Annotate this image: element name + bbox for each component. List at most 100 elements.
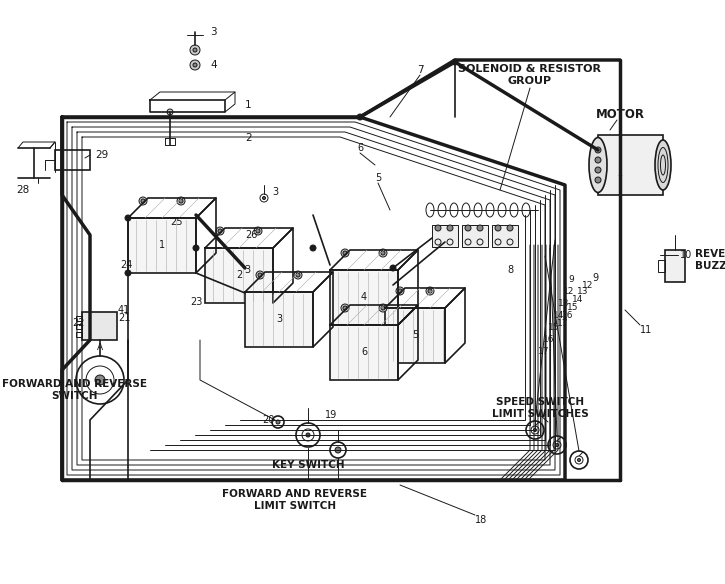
Circle shape — [578, 458, 581, 461]
Circle shape — [254, 227, 262, 235]
Text: 23: 23 — [190, 297, 202, 307]
Circle shape — [452, 59, 458, 65]
Circle shape — [177, 197, 185, 205]
Bar — [76, 332, 82, 337]
Circle shape — [276, 420, 280, 424]
Bar — [330, 325, 398, 380]
Ellipse shape — [589, 137, 607, 193]
Text: 5: 5 — [412, 330, 418, 340]
Text: A: A — [97, 343, 103, 353]
Text: 17: 17 — [538, 347, 550, 356]
Bar — [76, 324, 82, 329]
Text: 17: 17 — [557, 319, 568, 328]
Text: 14: 14 — [553, 311, 564, 321]
Text: 25: 25 — [170, 217, 183, 227]
Text: 13: 13 — [577, 287, 589, 297]
Text: 14: 14 — [572, 296, 584, 304]
Text: 5: 5 — [375, 173, 381, 183]
Circle shape — [595, 167, 601, 173]
Circle shape — [193, 245, 199, 251]
Circle shape — [296, 273, 300, 277]
Text: 3: 3 — [210, 27, 217, 37]
Text: 24: 24 — [120, 260, 133, 270]
Bar — [55, 150, 90, 170]
Text: 12: 12 — [563, 287, 574, 297]
Circle shape — [555, 443, 558, 447]
Circle shape — [595, 177, 601, 183]
Text: 10: 10 — [680, 250, 692, 260]
Circle shape — [534, 429, 536, 432]
Circle shape — [341, 249, 349, 257]
Text: 12: 12 — [582, 280, 593, 290]
Text: 9: 9 — [568, 276, 573, 284]
Text: 3: 3 — [244, 265, 250, 275]
Text: 22: 22 — [72, 318, 85, 328]
Circle shape — [167, 109, 173, 115]
Text: FORWARD AND REVERSE
LIMIT SWITCH: FORWARD AND REVERSE LIMIT SWITCH — [223, 489, 368, 511]
Circle shape — [495, 225, 501, 231]
Text: 3: 3 — [272, 187, 278, 197]
Circle shape — [262, 196, 265, 200]
Text: MOTOR: MOTOR — [595, 109, 645, 121]
Text: 26: 26 — [245, 230, 257, 240]
Text: 18: 18 — [475, 515, 487, 525]
Circle shape — [465, 225, 471, 231]
Text: 41: 41 — [118, 305, 130, 315]
Text: 28: 28 — [17, 185, 30, 195]
Bar — [658, 260, 665, 272]
Text: 11: 11 — [640, 325, 652, 335]
Text: 7: 7 — [417, 65, 423, 75]
Circle shape — [379, 304, 387, 312]
Text: 6: 6 — [361, 347, 367, 357]
Text: 16: 16 — [562, 311, 573, 321]
Bar — [385, 308, 445, 363]
Circle shape — [139, 197, 147, 205]
Circle shape — [477, 225, 483, 231]
Circle shape — [435, 225, 441, 231]
Text: KEY SWITCH: KEY SWITCH — [272, 460, 344, 470]
Circle shape — [216, 227, 224, 235]
Circle shape — [357, 114, 363, 120]
Circle shape — [190, 45, 200, 55]
Text: 29: 29 — [95, 150, 108, 160]
Bar — [82, 312, 117, 340]
Circle shape — [396, 287, 404, 295]
Circle shape — [507, 225, 513, 231]
Bar — [462, 225, 488, 247]
Bar — [598, 135, 663, 195]
Text: 2: 2 — [245, 133, 252, 143]
Circle shape — [190, 60, 200, 70]
Circle shape — [343, 251, 347, 255]
Text: 8: 8 — [507, 265, 513, 275]
Text: 1: 1 — [159, 240, 165, 250]
Circle shape — [141, 199, 145, 203]
Circle shape — [193, 48, 197, 52]
Text: 13: 13 — [558, 300, 570, 308]
Bar — [492, 225, 518, 247]
Bar — [128, 218, 196, 273]
Text: 4: 4 — [361, 292, 367, 302]
Circle shape — [343, 306, 347, 310]
Text: 15: 15 — [567, 304, 579, 312]
Text: SPEED SWITCH
LIMIT SWITCHES: SPEED SWITCH LIMIT SWITCHES — [492, 397, 589, 419]
Text: 15: 15 — [548, 324, 560, 332]
Circle shape — [447, 225, 453, 231]
Circle shape — [294, 271, 302, 279]
Circle shape — [595, 147, 601, 153]
Text: 21: 21 — [118, 313, 130, 323]
Circle shape — [398, 289, 402, 293]
Text: SOLENOID & RESISTOR
GROUP: SOLENOID & RESISTOR GROUP — [458, 64, 602, 86]
Text: 1: 1 — [245, 100, 252, 110]
Circle shape — [381, 306, 385, 310]
Circle shape — [125, 270, 131, 276]
Circle shape — [335, 447, 341, 453]
Circle shape — [306, 433, 310, 437]
Text: 9: 9 — [592, 273, 598, 283]
Circle shape — [428, 289, 432, 293]
Text: 20: 20 — [262, 415, 274, 425]
Text: REVERSE
BUZZER: REVERSE BUZZER — [695, 249, 725, 271]
Circle shape — [179, 199, 183, 203]
Text: 4: 4 — [210, 60, 217, 70]
Text: 19: 19 — [325, 410, 337, 420]
Text: 2: 2 — [236, 270, 242, 280]
